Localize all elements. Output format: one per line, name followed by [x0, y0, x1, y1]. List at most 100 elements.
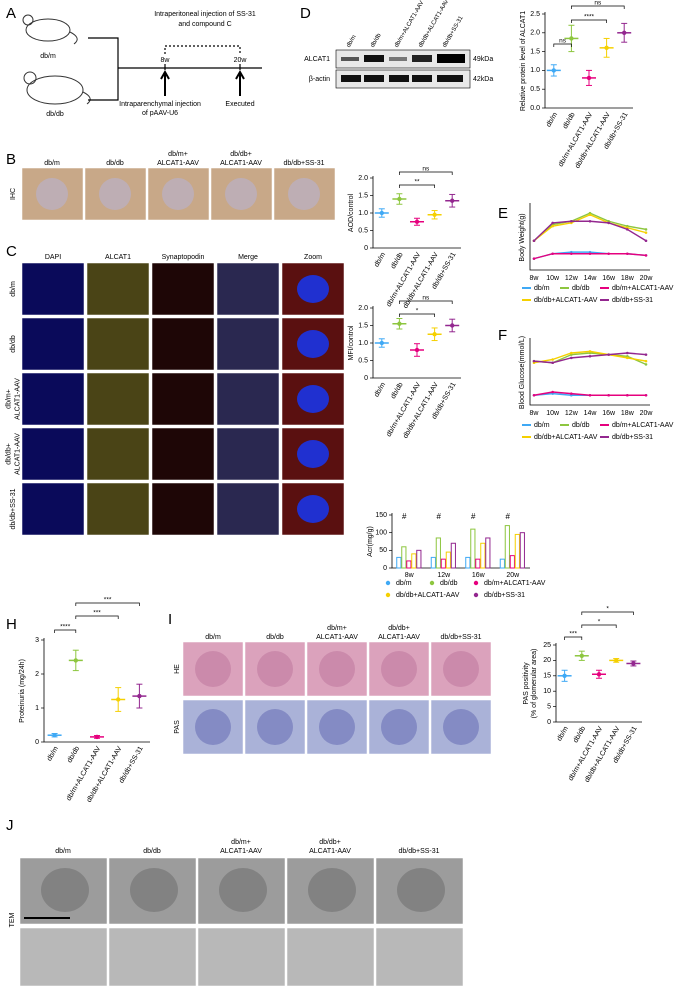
point — [607, 393, 610, 397]
group-label: db/m — [44, 160, 60, 167]
mean-dot — [432, 332, 437, 337]
y-axis-label: Proteinuria (mg/24h) — [19, 659, 26, 723]
nucleus — [297, 330, 329, 358]
y-tick-label: 1.5 — [358, 192, 368, 199]
micrograph — [19, 927, 108, 987]
y-tick-label: 0 — [364, 375, 368, 382]
point — [551, 224, 554, 228]
y-axis-label: (% of glomerular area) — [531, 649, 538, 719]
y-tick-label: 0 — [364, 245, 368, 252]
legend-label: db/m — [534, 422, 550, 429]
group-label: ALCAT1-AAV — [157, 160, 199, 167]
significance-bracket — [399, 171, 453, 175]
significance-label: ** — [414, 179, 420, 186]
mean-dot — [414, 219, 420, 224]
mouse-icons — [22, 14, 91, 105]
y-axis-label: MFI/control — [348, 325, 355, 360]
group-label: db/m — [205, 634, 221, 641]
glomerulus — [195, 651, 231, 687]
micrograph — [86, 372, 150, 426]
nucleus — [308, 868, 356, 912]
significance-label: * — [598, 619, 601, 626]
legend-label: db/m — [534, 285, 550, 292]
axes — [529, 338, 650, 406]
group-label: db/db — [266, 634, 284, 641]
point — [570, 219, 573, 223]
mean-dot — [414, 347, 420, 353]
y-tick-label: 2.5 — [530, 11, 540, 18]
group-label: db/db — [10, 335, 17, 353]
group-label: db/m+ — [5, 389, 12, 409]
bar — [401, 546, 407, 569]
axes — [529, 203, 650, 271]
micrograph — [108, 927, 197, 987]
nucleus — [297, 495, 329, 523]
channel-label: DAPI — [45, 254, 61, 261]
group-label: db/db+ — [5, 443, 12, 465]
legend-swatch — [385, 592, 391, 598]
point — [644, 393, 648, 397]
glomerulus — [319, 651, 355, 687]
y-axis-label: Body Weight(g) — [519, 213, 526, 261]
y-tick-label: 1 — [35, 705, 39, 712]
y-tick-label: 0.5 — [530, 86, 540, 93]
axes — [544, 12, 633, 109]
group-label: db/db+ — [388, 625, 410, 632]
point — [626, 351, 629, 355]
group-label: db/db+SS-31 — [283, 160, 324, 167]
mean-dot — [450, 198, 455, 203]
point — [532, 257, 536, 260]
timepoint: 20w — [234, 57, 248, 64]
micrograph — [21, 482, 85, 536]
band-size: 49kDa — [473, 56, 493, 63]
y-tick-label: 0.0 — [530, 105, 540, 112]
x-tick-label: 16w — [472, 572, 486, 579]
legend-label: db/m — [396, 580, 412, 587]
mean-dot — [569, 36, 574, 41]
group-label: db/m — [10, 281, 17, 297]
x-tick-label: 12w — [437, 572, 451, 579]
legend-label: db/db+SS-31 — [612, 297, 653, 304]
x-tick-label: 16w — [602, 410, 616, 417]
nucleus — [130, 868, 178, 912]
y-tick-label: 0 — [383, 565, 387, 572]
injection-label: and compound C — [178, 21, 231, 28]
significance-label: ns — [559, 38, 567, 45]
significance-label: *** — [104, 597, 112, 604]
significance-bracket — [399, 300, 453, 304]
y-tick-label: 20 — [543, 657, 551, 664]
nucleus — [397, 868, 445, 912]
glomerulus — [99, 178, 131, 210]
bar — [485, 537, 491, 569]
bar — [475, 558, 481, 569]
group-label: db/db+SS-31 — [10, 488, 17, 529]
micrograph — [86, 262, 150, 316]
glomerulus — [195, 709, 231, 745]
bar — [440, 558, 446, 569]
injection-label: of pAAV-U6 — [142, 110, 178, 117]
significance-label: * — [416, 308, 419, 315]
mean-dot — [379, 210, 384, 216]
group-label: db/db+ — [230, 151, 252, 158]
y-tick-label: 50 — [379, 547, 387, 554]
micrograph — [151, 317, 215, 371]
y-axis-label: PAS positivity — [523, 662, 530, 705]
mean-dot — [52, 733, 57, 738]
group-label: ALCAT1-AAV — [220, 848, 262, 855]
significance-label: ns — [422, 166, 430, 173]
glomerulus — [257, 651, 293, 687]
glomerulus — [381, 651, 417, 687]
glomerulus — [225, 178, 257, 210]
micrograph — [151, 427, 215, 481]
bar — [396, 556, 402, 569]
point — [588, 354, 592, 358]
mean-dot — [137, 693, 142, 699]
group-label: db/m+ — [327, 625, 347, 632]
point — [588, 252, 592, 256]
mean-dot — [622, 30, 627, 35]
group-label: ALCAT1-AAV — [309, 848, 351, 855]
point — [532, 393, 536, 397]
point — [551, 361, 554, 365]
